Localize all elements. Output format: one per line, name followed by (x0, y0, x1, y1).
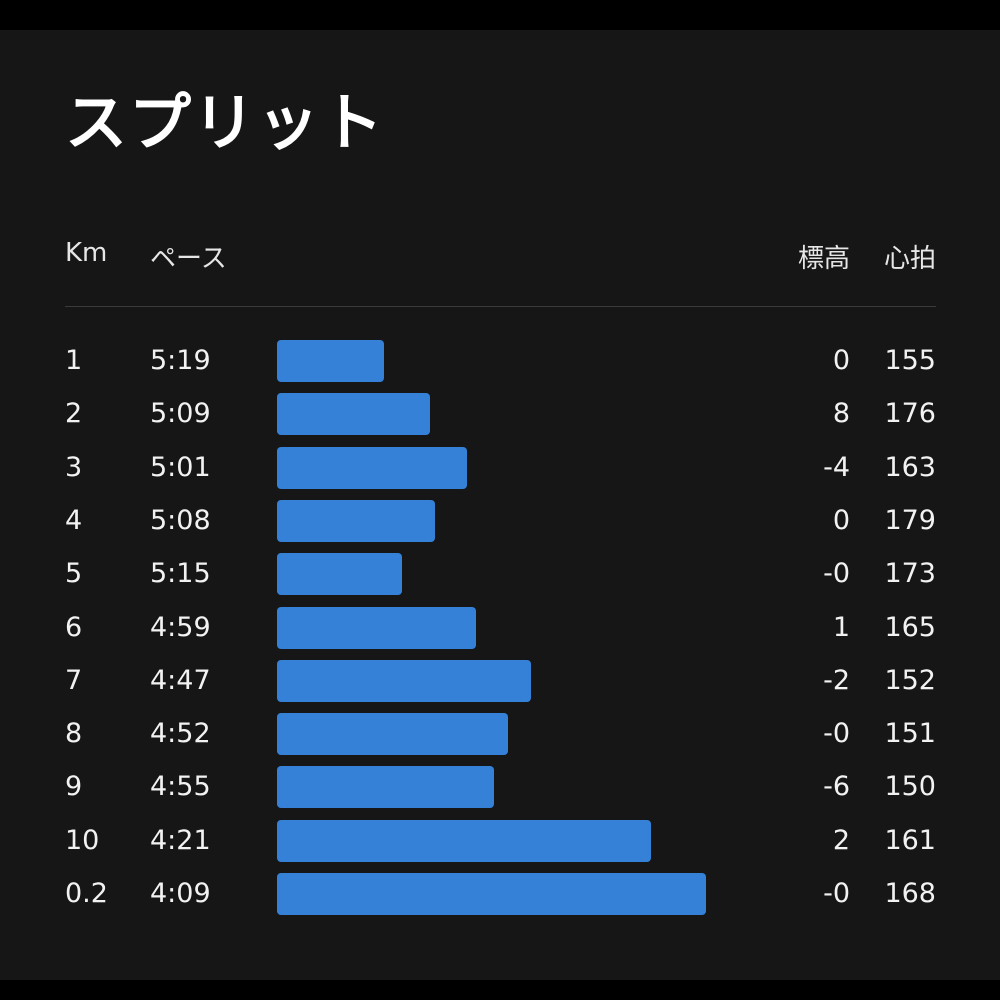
split-km: 3 (65, 451, 83, 483)
split-km: 8 (65, 718, 83, 750)
split-elevation: 0 (832, 504, 850, 536)
column-header-heart-rate: 心拍 (883, 244, 936, 274)
split-row: 10 4:21 2 161 (0, 819, 1000, 873)
split-row: 0.2 4:09 -0 168 (0, 873, 1000, 926)
split-elevation: 2 (832, 824, 850, 856)
pace-bar (277, 393, 430, 436)
split-elevation: -2 (823, 664, 850, 696)
split-elevation: -0 (823, 718, 850, 750)
split-pace: 5:09 (150, 398, 211, 430)
pace-bar (277, 606, 476, 649)
split-heart-rate: 152 (884, 664, 936, 696)
pace-bar (277, 819, 651, 862)
splits-card: スプリット Km ペース 標高 心拍 1 5:19 0 155 2 5:09 8 176 3 5:… (0, 30, 1000, 980)
split-elevation: -4 (823, 451, 850, 483)
pace-bar (277, 446, 467, 489)
split-elevation: 8 (832, 398, 850, 430)
pace-bar (277, 766, 495, 809)
split-row: 3 5:01 -4 163 (0, 446, 1000, 500)
split-km: 9 (65, 771, 83, 803)
split-row: 6 4:59 1 165 (0, 606, 1000, 660)
split-km: 4 (65, 504, 83, 536)
split-km: 10 (65, 824, 100, 856)
pace-bar (277, 713, 509, 756)
split-elevation: -6 (823, 771, 850, 803)
split-heart-rate: 150 (884, 771, 936, 803)
split-row: 4 5:08 0 179 (0, 499, 1000, 553)
split-km: 6 (65, 611, 83, 643)
split-pace: 4:59 (150, 611, 211, 643)
split-elevation: -0 (823, 878, 850, 909)
split-heart-rate: 168 (884, 878, 936, 909)
header-divider (65, 306, 936, 307)
split-heart-rate: 176 (884, 398, 936, 430)
split-row: 2 5:09 8 176 (0, 393, 1000, 446)
page-title: スプリット (65, 86, 386, 159)
split-row: 8 4:52 -0 151 (0, 713, 1000, 766)
split-km: 7 (65, 664, 83, 696)
split-pace: 4:09 (150, 878, 211, 909)
split-row: 5 5:15 -0 173 (0, 553, 1000, 606)
split-pace: 4:52 (150, 718, 211, 750)
split-pace: 5:19 (150, 345, 211, 376)
split-pace: 5:01 (150, 451, 211, 483)
split-elevation: 0 (832, 345, 850, 376)
split-heart-rate: 179 (884, 504, 936, 536)
pace-bar (277, 553, 403, 596)
split-row: 9 4:55 -6 150 (0, 766, 1000, 819)
pace-bar (277, 659, 532, 702)
column-header-elevation: 標高 (797, 244, 850, 274)
split-pace: 5:15 (150, 558, 211, 590)
column-header-pace: ペース (150, 244, 227, 274)
split-elevation: 1 (832, 611, 850, 643)
split-heart-rate: 163 (884, 451, 936, 483)
split-heart-rate: 155 (884, 345, 936, 376)
split-km: 2 (65, 398, 83, 430)
split-km: 1 (65, 345, 83, 376)
split-heart-rate: 161 (884, 824, 936, 856)
split-row: 7 4:47 -2 152 (0, 659, 1000, 713)
split-heart-rate: 165 (884, 611, 936, 643)
split-elevation: -0 (823, 558, 850, 590)
split-heart-rate: 151 (884, 718, 936, 750)
split-row: 1 5:19 0 155 (0, 340, 1000, 393)
pace-bar (277, 499, 435, 542)
split-pace: 4:55 (150, 771, 211, 803)
split-km: 5 (65, 558, 83, 590)
column-header-km: Km (65, 238, 108, 268)
split-heart-rate: 173 (884, 558, 936, 590)
split-pace: 4:21 (150, 824, 211, 856)
pace-bar (277, 340, 384, 382)
pace-bar (277, 873, 706, 915)
split-km: 0.2 (65, 878, 108, 909)
split-pace: 4:47 (150, 664, 211, 696)
split-pace: 5:08 (150, 504, 211, 536)
